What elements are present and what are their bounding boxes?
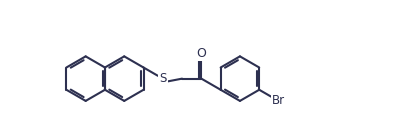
- Text: Br: Br: [272, 94, 285, 107]
- Text: O: O: [197, 47, 206, 60]
- Text: S: S: [159, 72, 167, 85]
